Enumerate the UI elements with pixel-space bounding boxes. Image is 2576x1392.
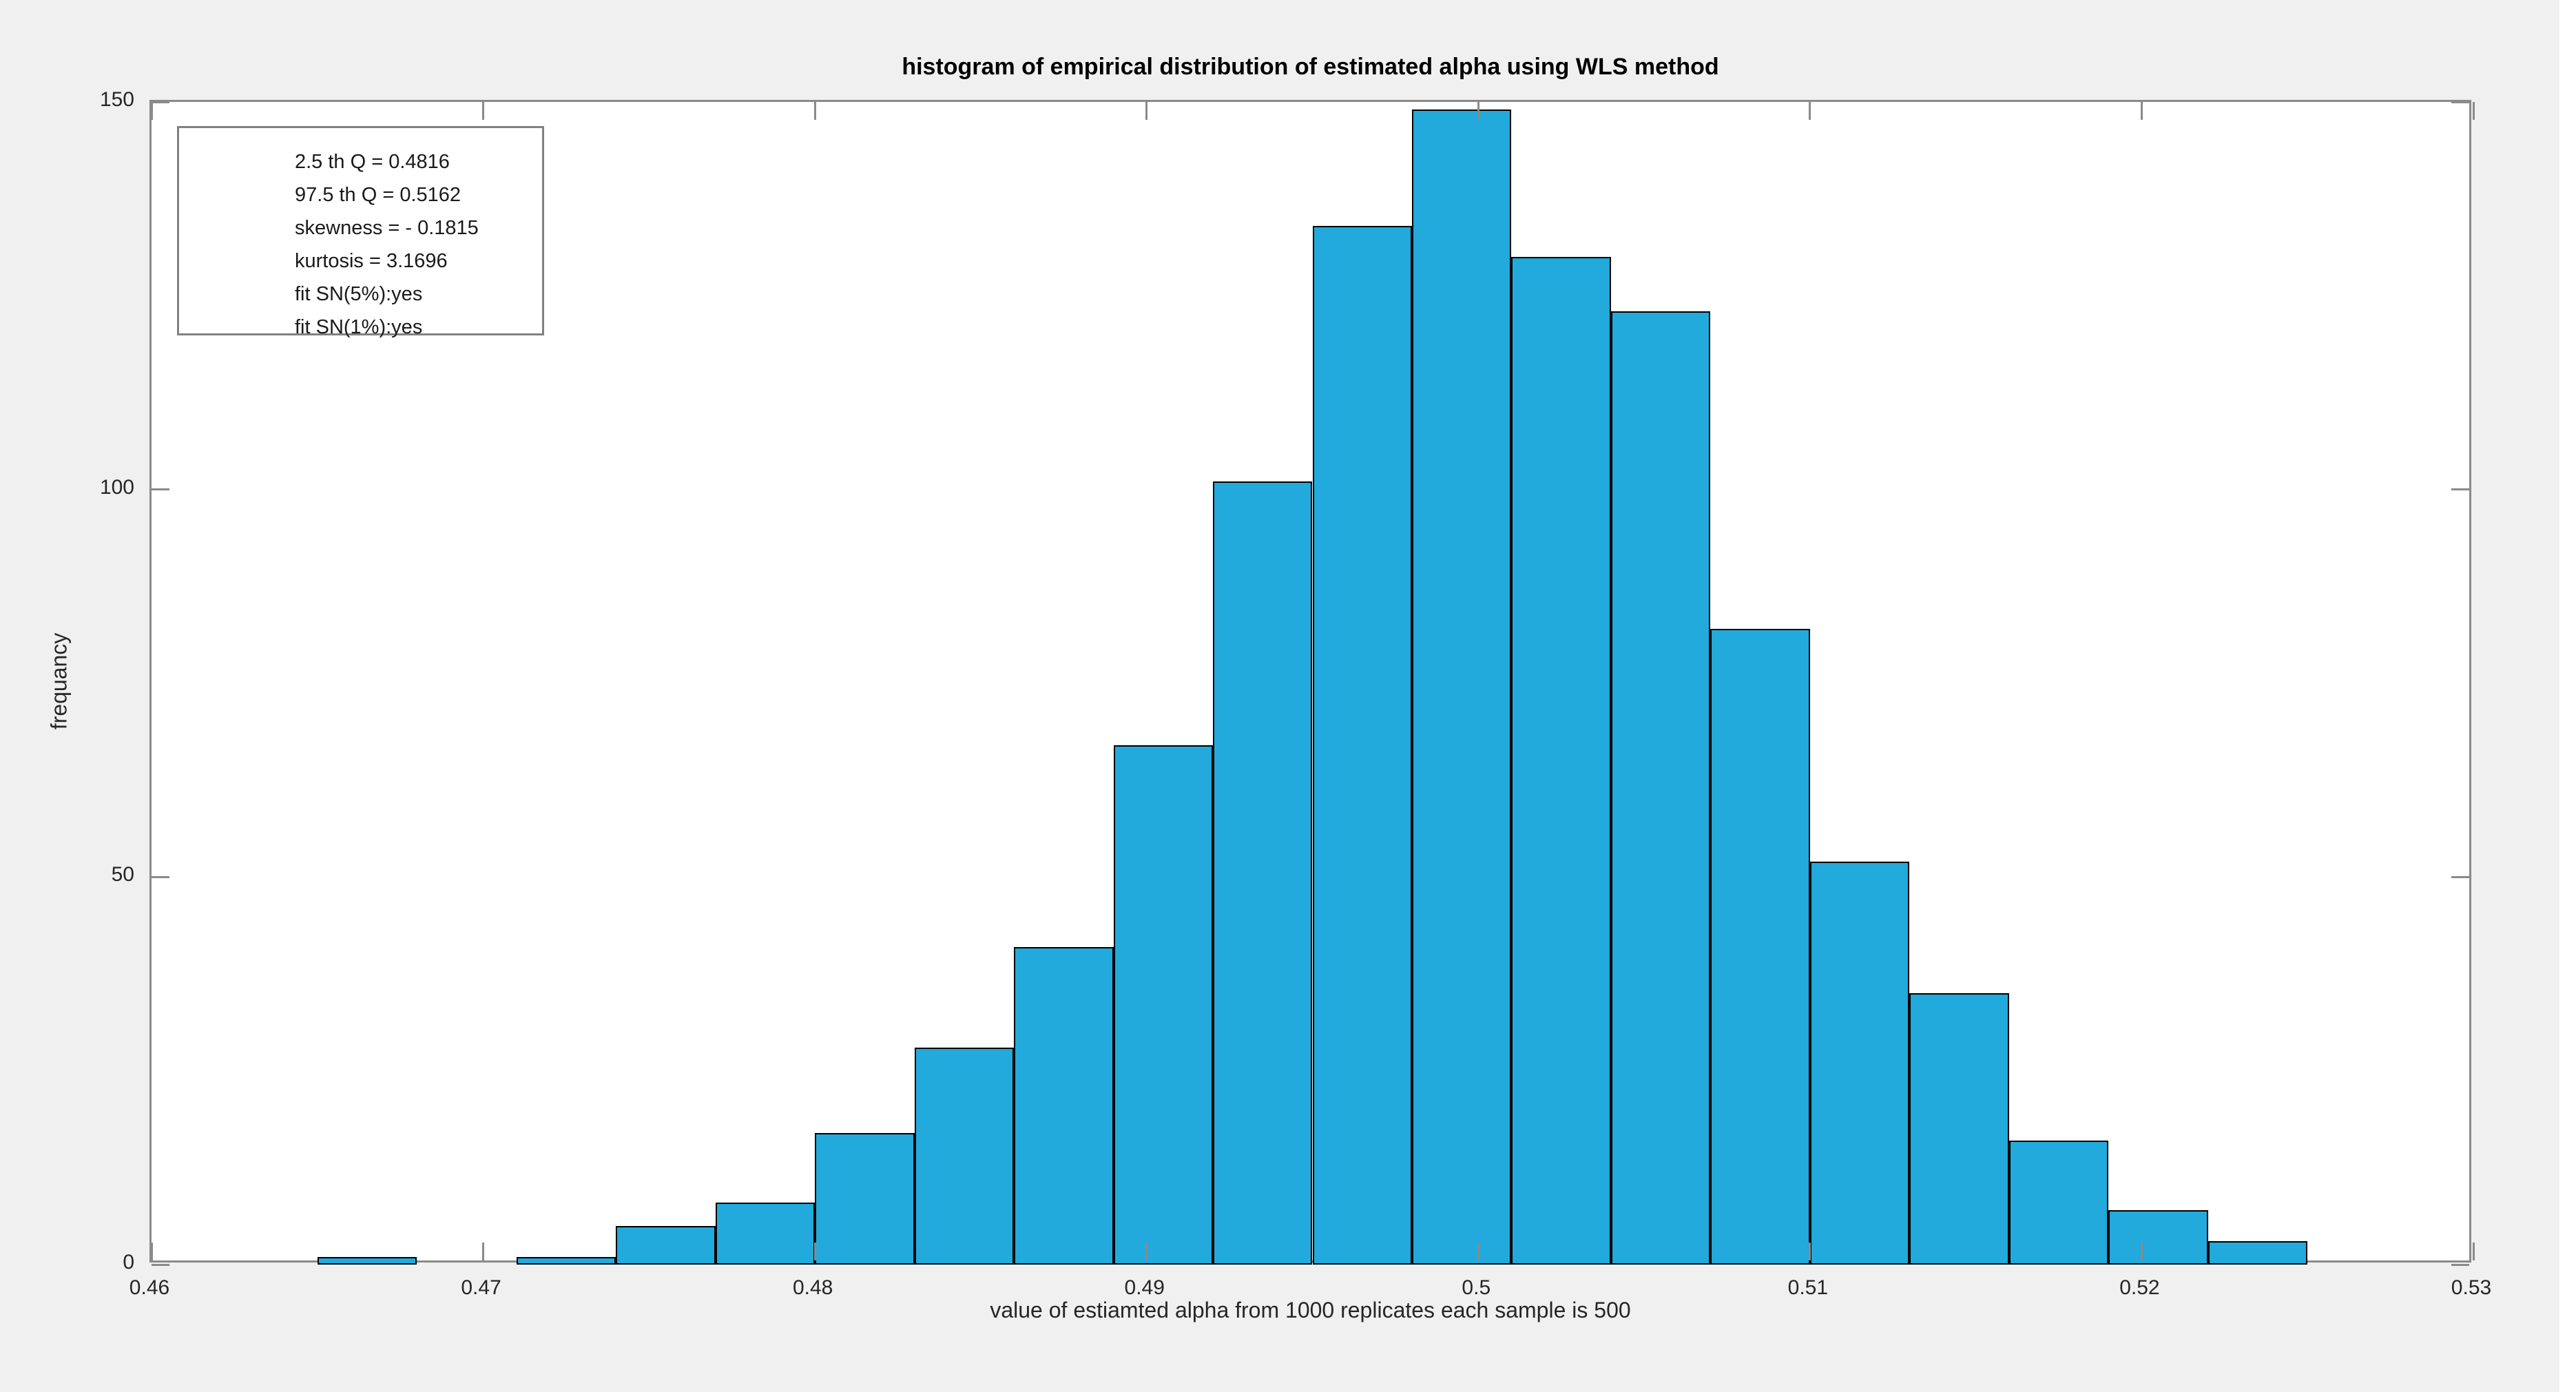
x-tick-label: 0.51 <box>1787 1276 1829 1299</box>
y-tick-label: 0 <box>123 1251 134 1274</box>
histogram-bar <box>1610 311 1711 1265</box>
histogram-bar <box>715 1202 816 1265</box>
axis-tick <box>2451 488 2469 491</box>
y-tick-label: 150 <box>99 88 134 111</box>
axis-tick <box>2472 102 2475 120</box>
axis-tick <box>1477 1243 1479 1260</box>
x-tick-label: 0.47 <box>461 1276 501 1299</box>
histogram-bar <box>914 1047 1015 1265</box>
y-axis-label: frequancy <box>46 632 72 730</box>
axis-tick <box>150 102 153 120</box>
stats-annotation-line: fit SN(1%):yes <box>295 316 423 338</box>
axis-tick <box>813 1243 816 1260</box>
x-axis-label: value of estiamted alpha from 1000 repli… <box>990 1298 1631 1322</box>
histogram-bar <box>616 1225 716 1265</box>
axis-tick <box>482 102 485 120</box>
axis-tick <box>2451 875 2469 878</box>
axis-tick <box>152 488 169 491</box>
histogram-bar <box>1909 993 2009 1265</box>
x-tick-label: 0.46 <box>129 1276 170 1299</box>
axis-tick <box>813 102 816 120</box>
histogram-bar <box>2208 1241 2308 1265</box>
chart-title: histogram of empirical distribution of e… <box>902 54 1719 80</box>
histogram-bar <box>815 1132 915 1265</box>
y-tick-label: 50 <box>111 863 134 886</box>
y-tick-label: 100 <box>99 475 134 499</box>
stats-annotation-box: 2.5 th Q = 0.4816 97.5 th Q = 0.5162 skewn… <box>177 126 544 338</box>
histogram-bar <box>516 1256 616 1265</box>
axis-tick <box>2140 1243 2143 1260</box>
histogram-bar <box>1511 257 1611 1265</box>
axis-tick <box>1477 102 1479 120</box>
axis-tick <box>2140 102 2143 120</box>
axis-tick <box>152 875 169 878</box>
stats-annotation-line: skewness = - 0.1815 <box>295 217 479 239</box>
stats-annotation-line: fit SN(5%):yes <box>295 283 423 305</box>
histogram-bar <box>2108 1210 2208 1265</box>
axis-tick <box>482 1243 485 1260</box>
axis-tick <box>1809 102 1811 120</box>
histogram-bar <box>2008 1140 2109 1265</box>
x-tick-label: 0.5 <box>1462 1276 1491 1299</box>
axis-tick <box>1145 102 1148 120</box>
axis-tick <box>1145 1243 1148 1260</box>
axis-tick <box>1809 1243 1811 1260</box>
plot-area <box>149 100 2475 1266</box>
x-tick-label: 0.52 <box>2119 1276 2160 1299</box>
figure-edge <box>2559 0 2576 1392</box>
histogram-bar <box>317 1256 417 1265</box>
axis-tick <box>2451 1263 2469 1266</box>
stats-annotation-line: 2.5 th Q = 0.4816 <box>295 151 450 173</box>
axis-tick <box>152 101 169 103</box>
histogram-bar <box>1312 226 1412 1265</box>
histogram-bar <box>1113 745 1214 1265</box>
histogram-bar <box>1213 481 1313 1265</box>
axis-tick <box>2451 101 2469 103</box>
histogram-bar <box>1710 629 1810 1265</box>
x-tick-label: 0.48 <box>792 1276 833 1299</box>
histogram-bar <box>1411 110 1512 1265</box>
x-tick-label: 0.49 <box>1124 1276 1165 1299</box>
axis-tick <box>150 1243 153 1260</box>
stats-annotation-line: 97.5 th Q = 0.5162 <box>295 184 461 206</box>
x-tick-label: 0.53 <box>2451 1276 2492 1299</box>
histogram-bar <box>1014 946 1114 1265</box>
axis-tick <box>152 1263 169 1266</box>
stats-annotation-line: kurtosis = 3.1696 <box>295 250 448 272</box>
axis-tick <box>2472 1243 2475 1260</box>
histogram-bar <box>1809 861 1910 1265</box>
